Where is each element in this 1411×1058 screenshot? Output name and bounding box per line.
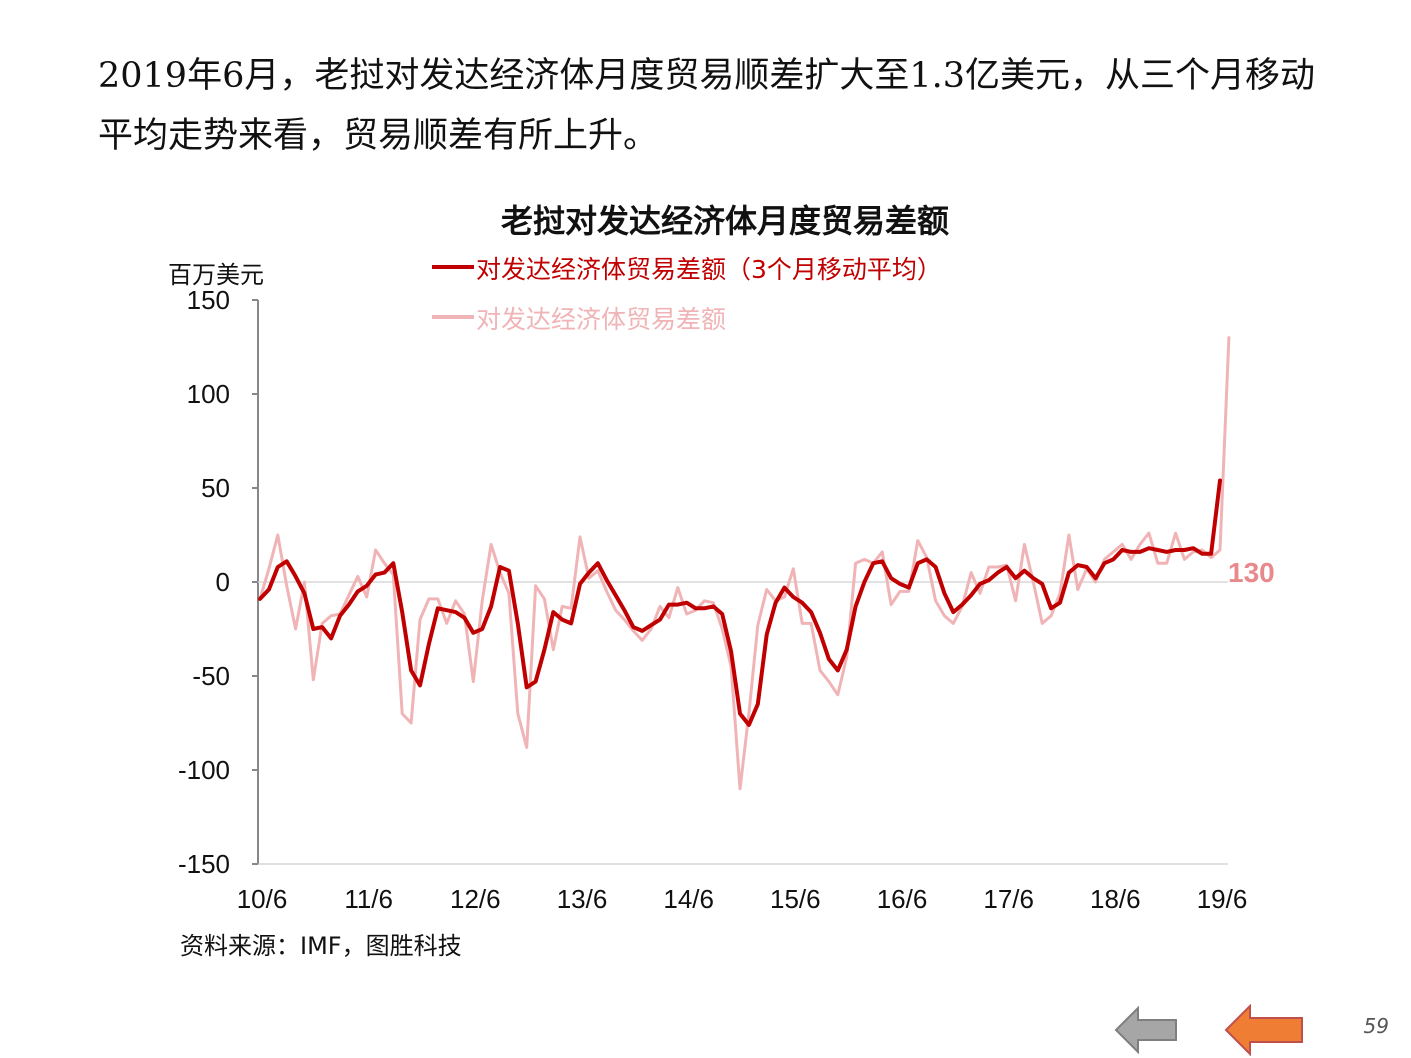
headline-text: 2019年6月，老挝对发达经济体月度贸易顺差扩大至1.3亿美元，从三个月移动平均… (98, 56, 1316, 156)
x-tick-label: 11/6 (344, 884, 393, 914)
page-number: 59 (1363, 1014, 1389, 1038)
x-tick-label: 12/6 (450, 884, 501, 914)
chart-title: 老挝对发达经济体月度贸易差额 (500, 202, 949, 240)
y-axis-unit-label: 百万美元 (168, 261, 264, 289)
legend-label-moving-average: 对发达经济体贸易差额（3个月移动平均） (476, 255, 942, 284)
x-tick-label: 13/6 (557, 884, 608, 914)
x-tick-label: 17/6 (983, 884, 1034, 914)
x-tick-label: 18/6 (1090, 884, 1141, 914)
end-value-label: 130 (1228, 557, 1275, 588)
y-tick-label: 0 (216, 567, 230, 597)
y-tick-label: 100 (187, 379, 230, 409)
next-page-button[interactable] (1224, 1004, 1306, 1056)
legend-swatch-monthly (432, 315, 474, 319)
series-line-monthly (258, 336, 1231, 791)
y-tick-label: 50 (201, 473, 230, 503)
y-tick-label: -50 (192, 661, 230, 691)
x-tick-label: 10/6 (237, 884, 288, 914)
y-tick-label: -100 (178, 755, 230, 785)
previous-page-button[interactable] (1114, 1004, 1180, 1056)
source-note: 资料来源：IMF，图胜科技 (180, 932, 462, 960)
x-tick-label: 15/6 (770, 884, 821, 914)
x-tick-label: 14/6 (663, 884, 714, 914)
legend-swatch-moving-average (432, 265, 474, 269)
y-tick-label: -150 (178, 849, 230, 879)
orange-arrow-icon (1224, 1004, 1303, 1056)
x-tick-label: 16/6 (877, 884, 928, 914)
series-line-moving-average (258, 478, 1222, 727)
y-tick-label: 150 (187, 285, 230, 315)
legend-label-monthly: 对发达经济体贸易差额 (476, 305, 727, 334)
x-tick-label: 19/6 (1197, 884, 1248, 914)
left-arrow-icon (1114, 1005, 1177, 1055)
